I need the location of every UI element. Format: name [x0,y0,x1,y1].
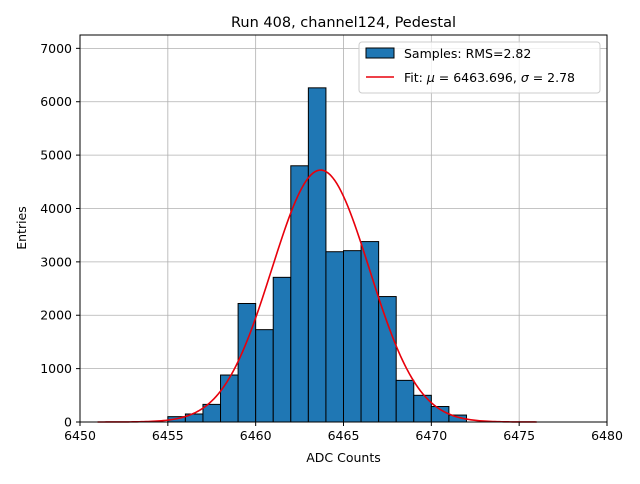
x-tick-label: 6470 [415,428,447,443]
bars-layer [167,87,467,423]
histogram-bar [237,302,257,423]
y-tick-label: 6000 [40,94,72,109]
y-tick-label: 1000 [40,361,72,376]
y-tick-label: 3000 [40,254,72,269]
y-axis-label: Entries [14,206,29,250]
histogram-bar [307,87,327,423]
histogram-bar [325,251,344,423]
histogram-bar [272,276,292,423]
legend-box [358,41,601,94]
x-tick-label: 6475 [503,428,535,443]
histogram-bar [343,250,362,423]
y-tick-label: 2000 [40,308,72,323]
histogram-bar [395,379,415,423]
chart-title: Run 408, channel124, Pedestal [231,15,456,31]
fit-layer [97,169,537,423]
histogram-bar [255,329,274,423]
legend-samples-swatch [365,47,395,59]
legend-samples-label: Samples: RMS=2.82 [404,46,531,61]
x-tick-label: 6465 [328,428,360,443]
x-tick-label: 6455 [152,428,184,443]
x-tick-label: 6460 [240,428,272,443]
legend-fit-label: Fit: μ = 6463.696, σ = 2.78 [404,70,575,85]
y-tick-label: 7000 [40,41,72,56]
x-axis-label: ADC Counts [306,450,381,465]
y-tick-label: 4000 [40,201,72,216]
y-tick-label: 5000 [40,148,72,163]
x-tick-label: 6450 [64,428,96,443]
ticks-layer: 6450 6455 6460 6465 6470 6475 6480 0 1000 2000 300… [40,41,623,443]
legend: Samples: RMS=2.82 Fit: μ = 6463.696, σ =… [358,41,601,94]
histogram-bar [220,374,239,423]
y-tick-label: 0 [64,415,72,430]
x-tick-label: 6480 [591,428,623,443]
gaussian-fit-curve [97,169,537,423]
histogram-bar [378,296,397,423]
